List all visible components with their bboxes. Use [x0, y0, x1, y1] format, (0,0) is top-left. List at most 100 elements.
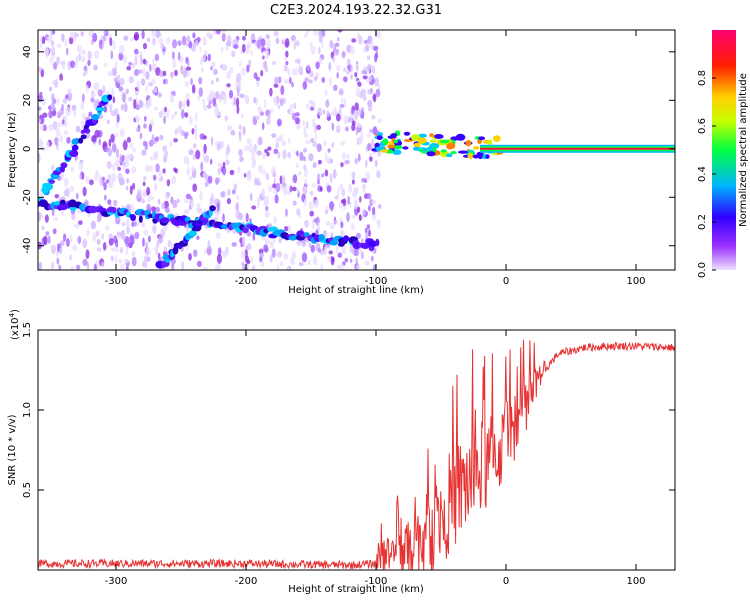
noise-speck: [340, 262, 344, 270]
noise-speck: [289, 76, 292, 84]
noise-speck: [273, 148, 279, 154]
noise-speck: [274, 76, 279, 85]
noise-speck: [105, 225, 110, 232]
noise-speck: [48, 86, 53, 92]
noise-speck: [275, 182, 281, 193]
noise-speck: [94, 129, 100, 138]
noise-speck: [350, 258, 353, 263]
noise-speck: [284, 226, 289, 232]
noise-speck: [163, 224, 168, 232]
colorbar-gradient: [712, 30, 736, 270]
noise-speck: [241, 249, 246, 259]
noise-speck: [280, 85, 285, 96]
noise-speck: [251, 205, 257, 210]
y-tick-label: 1.0: [22, 402, 33, 418]
colorbar-ticks: 0.0 0.2 0.4 0.6 0.8: [697, 70, 716, 278]
x-tick-label: 100: [626, 276, 645, 287]
noise-speck: [74, 61, 78, 69]
noise-speck: [350, 74, 353, 80]
noise-speck: [246, 138, 252, 145]
noise-speck: [252, 158, 257, 167]
noise-speck: [142, 58, 147, 65]
noise-speck: [275, 142, 279, 149]
noise-speck: [142, 237, 145, 247]
noise-speck: [272, 183, 277, 189]
noise-speck: [123, 35, 129, 41]
noise-speck: [53, 137, 59, 144]
noise-speck: [56, 250, 59, 258]
noise-speck: [51, 164, 54, 172]
noise-speck: [67, 88, 72, 94]
tone-line-core: [480, 147, 675, 150]
noise-speck: [327, 148, 331, 153]
signal-blob: [472, 154, 480, 159]
noise-speck: [50, 244, 56, 249]
signal-blob: [488, 139, 493, 146]
noise-speck: [155, 206, 160, 213]
noise-speck: [183, 198, 189, 204]
noise-speck: [64, 39, 68, 47]
noise-speck: [115, 159, 119, 167]
noise-speck: [369, 128, 374, 134]
noise-speck: [245, 44, 250, 55]
noise-speck: [114, 215, 120, 225]
noise-speck: [362, 95, 367, 101]
noise-speck: [225, 44, 229, 52]
noise-speck: [69, 234, 73, 243]
noise-speck: [78, 161, 84, 171]
noise-speck: [294, 112, 300, 117]
noise-speck: [292, 112, 296, 121]
noise-speck: [82, 71, 87, 77]
noise-speck: [246, 231, 252, 237]
noise-speck: [128, 75, 134, 84]
noise-speck: [355, 258, 359, 265]
noise-speck: [250, 256, 254, 264]
noise-speck: [331, 257, 335, 263]
signal-blob: [476, 151, 484, 156]
noise-speck: [304, 132, 308, 139]
noise-speck: [126, 65, 132, 71]
noise-speck: [176, 198, 180, 203]
noise-speck: [144, 115, 147, 122]
snr-multiplier: (x104): [8, 309, 21, 340]
noise-speck: [205, 31, 211, 37]
noise-speck: [289, 106, 293, 116]
noise-speck: [314, 133, 318, 141]
noise-speck: [358, 35, 363, 45]
x-tick-label: -300: [105, 276, 128, 287]
noise-speck: [271, 248, 276, 258]
noise-speck: [357, 122, 362, 128]
noise-speck: [51, 93, 55, 102]
noise-speck: [273, 177, 276, 185]
noise-speck: [229, 169, 235, 176]
noise-speck: [221, 32, 226, 42]
spectrogram-y-label: Frequency (Hz): [7, 112, 18, 188]
noise-speck: [141, 260, 145, 268]
noise-speck: [129, 141, 133, 149]
noise-speck: [249, 192, 253, 201]
signal-blob: [426, 146, 434, 152]
noise-speck: [354, 72, 358, 78]
noise-speck: [256, 150, 262, 156]
noise-speck: [269, 108, 274, 113]
noise-speck: [211, 192, 214, 203]
noise-speck: [316, 124, 322, 130]
noise-speck: [85, 249, 90, 260]
noise-speck: [349, 201, 352, 208]
y-tick-label: 20: [22, 94, 33, 107]
noise-speck: [116, 231, 122, 240]
noise-speck: [238, 132, 242, 142]
noise-speck: [356, 232, 361, 239]
noise-speck: [123, 165, 126, 171]
noise-speck: [264, 66, 269, 73]
noise-speck: [353, 187, 358, 197]
noise-speck: [334, 195, 339, 200]
noise-speck: [297, 170, 302, 176]
noise-speck: [368, 205, 371, 212]
noise-speck: [96, 230, 100, 237]
noise-speck: [98, 138, 102, 146]
noise-speck: [160, 43, 165, 50]
noise-speck: [141, 149, 147, 156]
noise-speck: [287, 67, 291, 77]
noise-speck: [336, 72, 340, 79]
